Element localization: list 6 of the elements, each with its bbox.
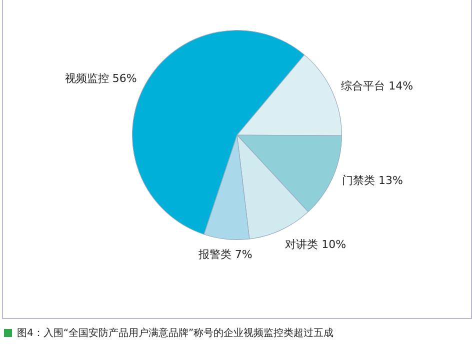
slice-label: 报警类 7% xyxy=(197,248,252,261)
slice-label: 对讲类 10% xyxy=(285,238,346,251)
slice-label: 综合平台 14% xyxy=(341,80,414,93)
slice-label: 门禁类 13% xyxy=(342,174,403,188)
caption: 图4：入围“全国安防产品用户满意品牌”称号的企业视频监控类超过五成 xyxy=(17,326,334,340)
slice-label: 视频监控 56% xyxy=(64,72,137,85)
